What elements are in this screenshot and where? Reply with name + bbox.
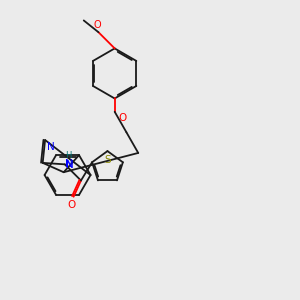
Text: S: S (104, 154, 111, 165)
Text: N: N (66, 160, 74, 170)
Text: O: O (118, 113, 127, 123)
Text: N: N (47, 142, 55, 152)
Text: H: H (65, 151, 72, 160)
Text: O: O (67, 200, 75, 210)
Text: O: O (93, 20, 101, 30)
Text: N: N (65, 159, 73, 169)
